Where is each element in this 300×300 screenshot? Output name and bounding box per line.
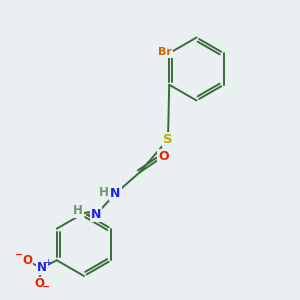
Text: N: N [91,208,101,221]
Text: N: N [110,187,121,200]
Text: S: S [163,133,173,146]
Text: −: − [15,250,23,260]
Text: O: O [158,150,169,163]
Text: N: N [37,261,47,274]
Text: H: H [99,185,109,199]
Text: −: − [42,281,50,291]
Text: +: + [44,258,51,267]
Text: O: O [34,278,44,290]
Text: O: O [22,254,32,267]
Text: Br: Br [158,47,172,57]
Text: H: H [73,204,83,217]
